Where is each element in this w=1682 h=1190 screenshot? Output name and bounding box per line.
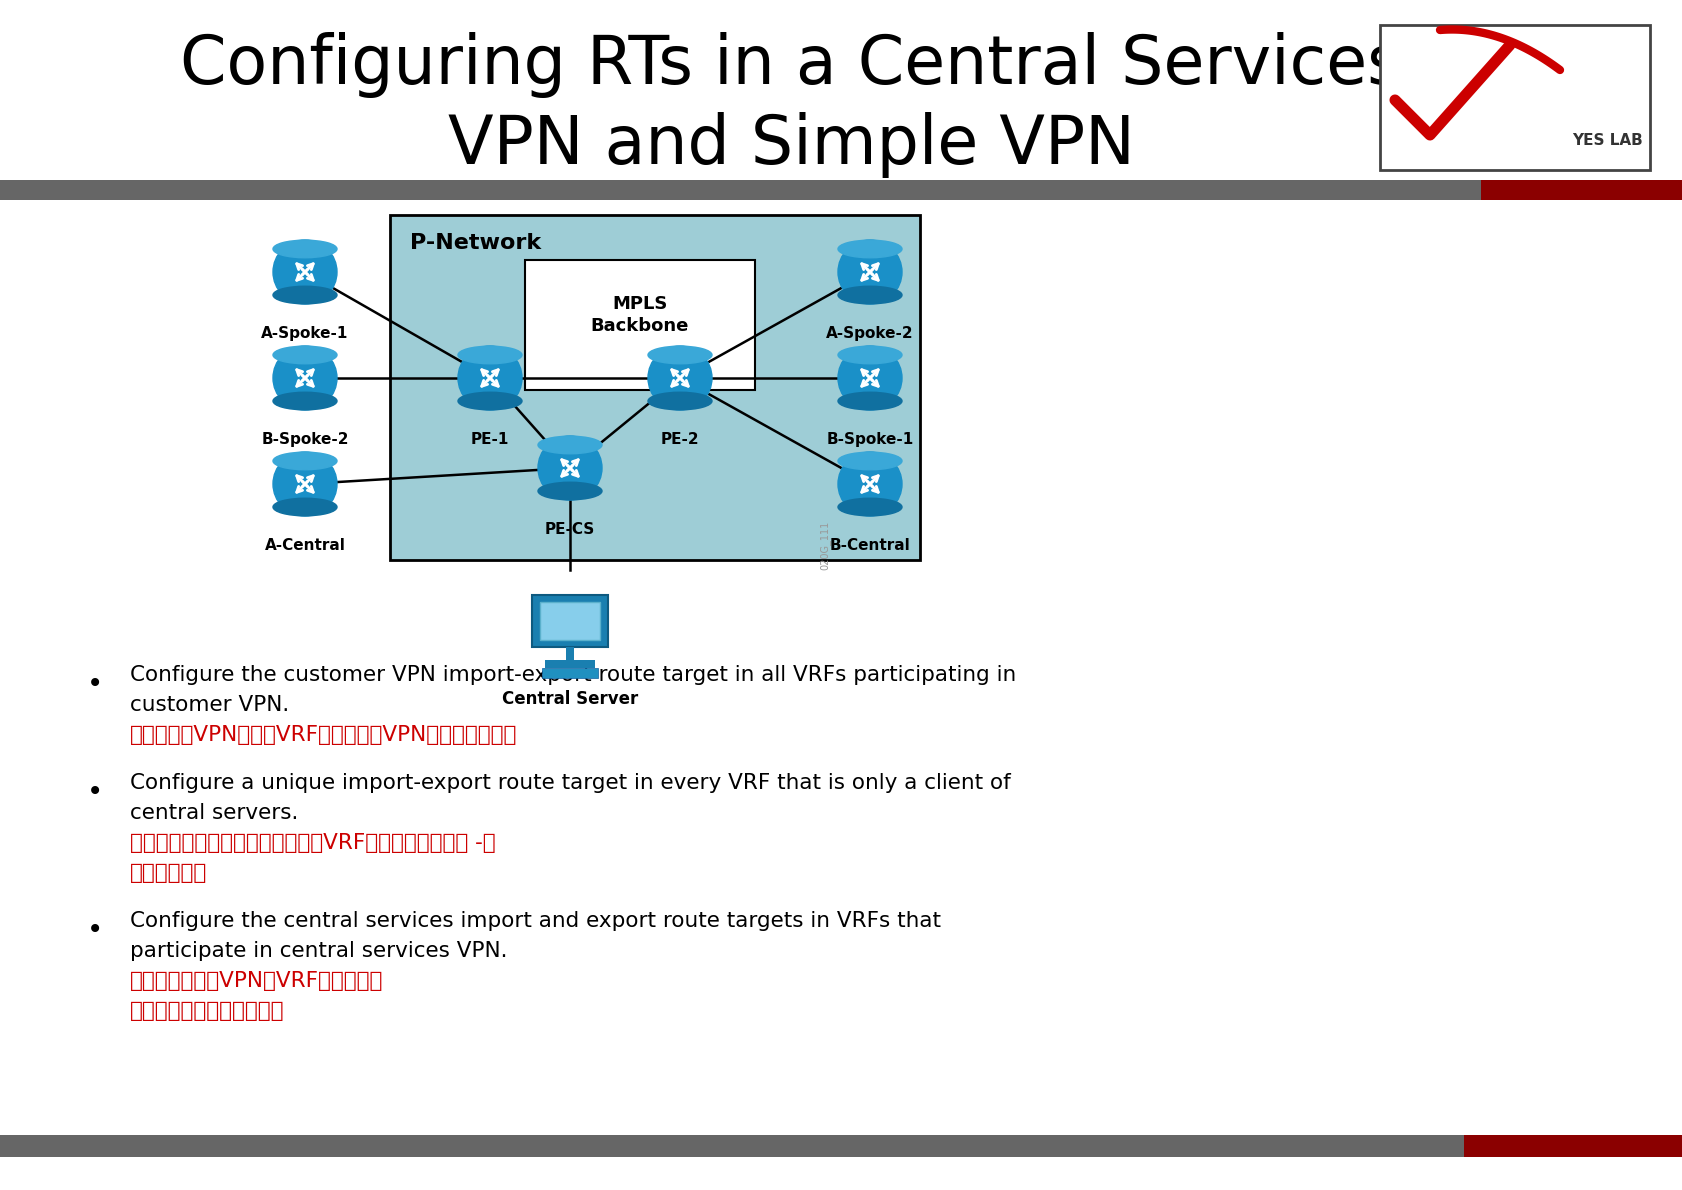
Text: participate in central services VPN.: participate in central services VPN. <box>130 941 508 962</box>
Text: 出路由目标。: 出路由目标。 <box>130 863 207 883</box>
Ellipse shape <box>648 346 711 364</box>
Ellipse shape <box>538 437 602 453</box>
Ellipse shape <box>272 240 336 258</box>
Ellipse shape <box>838 240 902 258</box>
Text: Central Server: Central Server <box>501 690 637 708</box>
Text: 业务导出和导出路由目标。: 业务导出和导出路由目标。 <box>130 1001 284 1021</box>
Text: 020G_111: 020G_111 <box>819 520 829 570</box>
Text: customer VPN.: customer VPN. <box>130 695 289 715</box>
Ellipse shape <box>838 499 902 515</box>
Ellipse shape <box>838 393 902 409</box>
Text: •: • <box>87 670 103 699</box>
Text: P-Network: P-Network <box>410 233 542 253</box>
Text: B-Spoke-2: B-Spoke-2 <box>261 432 348 447</box>
Circle shape <box>648 346 711 411</box>
Text: 在每个只是中央服务器的客户端的VRF中配置唯一的导入 -导: 在每个只是中央服务器的客户端的VRF中配置唯一的导入 -导 <box>130 833 495 853</box>
Bar <box>525 259 755 390</box>
Circle shape <box>272 240 336 303</box>
Circle shape <box>838 240 902 303</box>
Bar <box>540 602 600 640</box>
Circle shape <box>838 452 902 516</box>
Ellipse shape <box>272 499 336 515</box>
Bar <box>1379 25 1648 170</box>
Text: B-Central: B-Central <box>829 538 910 553</box>
Text: A-Spoke-2: A-Spoke-2 <box>826 326 913 342</box>
Text: 在参与中央业务VPN的VRF中配置中心: 在参与中央业务VPN的VRF中配置中心 <box>130 971 383 991</box>
Bar <box>0 180 1480 200</box>
Text: PE-1: PE-1 <box>471 432 510 447</box>
Bar <box>0 1135 1463 1157</box>
Text: 在参与客户VPN的所有VRF中配置客户VPN导出路由目标。: 在参与客户VPN的所有VRF中配置客户VPN导出路由目标。 <box>130 725 516 745</box>
Bar <box>1463 1135 1682 1157</box>
Text: Configure a unique import-export route target in every VRF that is only a client: Configure a unique import-export route t… <box>130 774 1011 793</box>
Text: MPLS
Backbone: MPLS Backbone <box>590 295 688 336</box>
Text: central servers.: central servers. <box>130 803 298 823</box>
Ellipse shape <box>538 482 602 500</box>
Text: Configuring RTs in a Central Services: Configuring RTs in a Central Services <box>180 32 1401 98</box>
Ellipse shape <box>272 287 336 303</box>
Text: PE-CS: PE-CS <box>545 522 595 537</box>
Text: A-Spoke-1: A-Spoke-1 <box>261 326 348 342</box>
Text: B-Spoke-1: B-Spoke-1 <box>826 432 913 447</box>
Bar <box>390 215 920 560</box>
Ellipse shape <box>838 287 902 303</box>
Ellipse shape <box>272 393 336 409</box>
Text: PE-2: PE-2 <box>661 432 700 447</box>
Ellipse shape <box>272 452 336 470</box>
Ellipse shape <box>838 346 902 364</box>
Ellipse shape <box>648 393 711 409</box>
Circle shape <box>538 436 602 500</box>
Ellipse shape <box>458 346 521 364</box>
Ellipse shape <box>458 393 521 409</box>
Bar <box>1480 180 1682 200</box>
Circle shape <box>272 452 336 516</box>
Text: •: • <box>87 916 103 944</box>
Text: Configure the central services import and export route targets in VRFs that: Configure the central services import an… <box>130 912 940 931</box>
Ellipse shape <box>838 452 902 470</box>
Text: Configure the customer VPN import-export route target in all VRFs participating : Configure the customer VPN import-export… <box>130 665 1016 685</box>
Text: YES LAB: YES LAB <box>1571 133 1642 148</box>
Circle shape <box>458 346 521 411</box>
Circle shape <box>838 346 902 411</box>
Bar <box>542 668 597 678</box>
Bar <box>532 595 607 647</box>
Bar <box>545 660 595 668</box>
Circle shape <box>272 346 336 411</box>
Text: A-Central: A-Central <box>264 538 345 553</box>
Text: VPN and Simple VPN: VPN and Simple VPN <box>447 112 1134 178</box>
Bar <box>565 647 574 660</box>
Text: •: • <box>87 778 103 806</box>
Ellipse shape <box>272 346 336 364</box>
